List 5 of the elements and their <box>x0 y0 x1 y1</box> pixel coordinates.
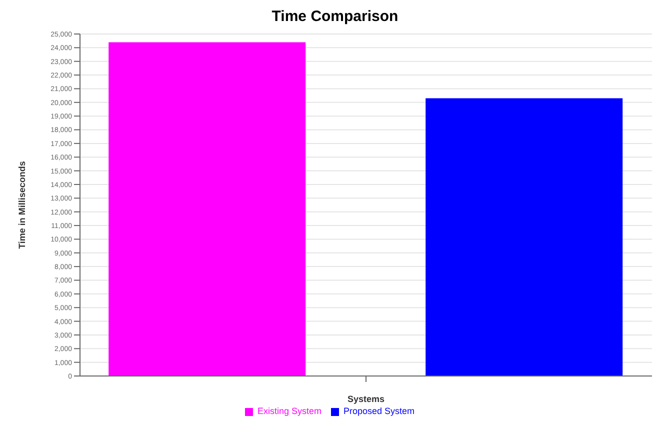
y-axis-title: Time in Milliseconds <box>17 161 28 249</box>
x-axis-title: Systems <box>347 394 385 404</box>
legend-label: Existing System <box>257 406 322 416</box>
chart-title: Time Comparison <box>270 8 400 26</box>
legend-label: Proposed System <box>343 406 415 416</box>
